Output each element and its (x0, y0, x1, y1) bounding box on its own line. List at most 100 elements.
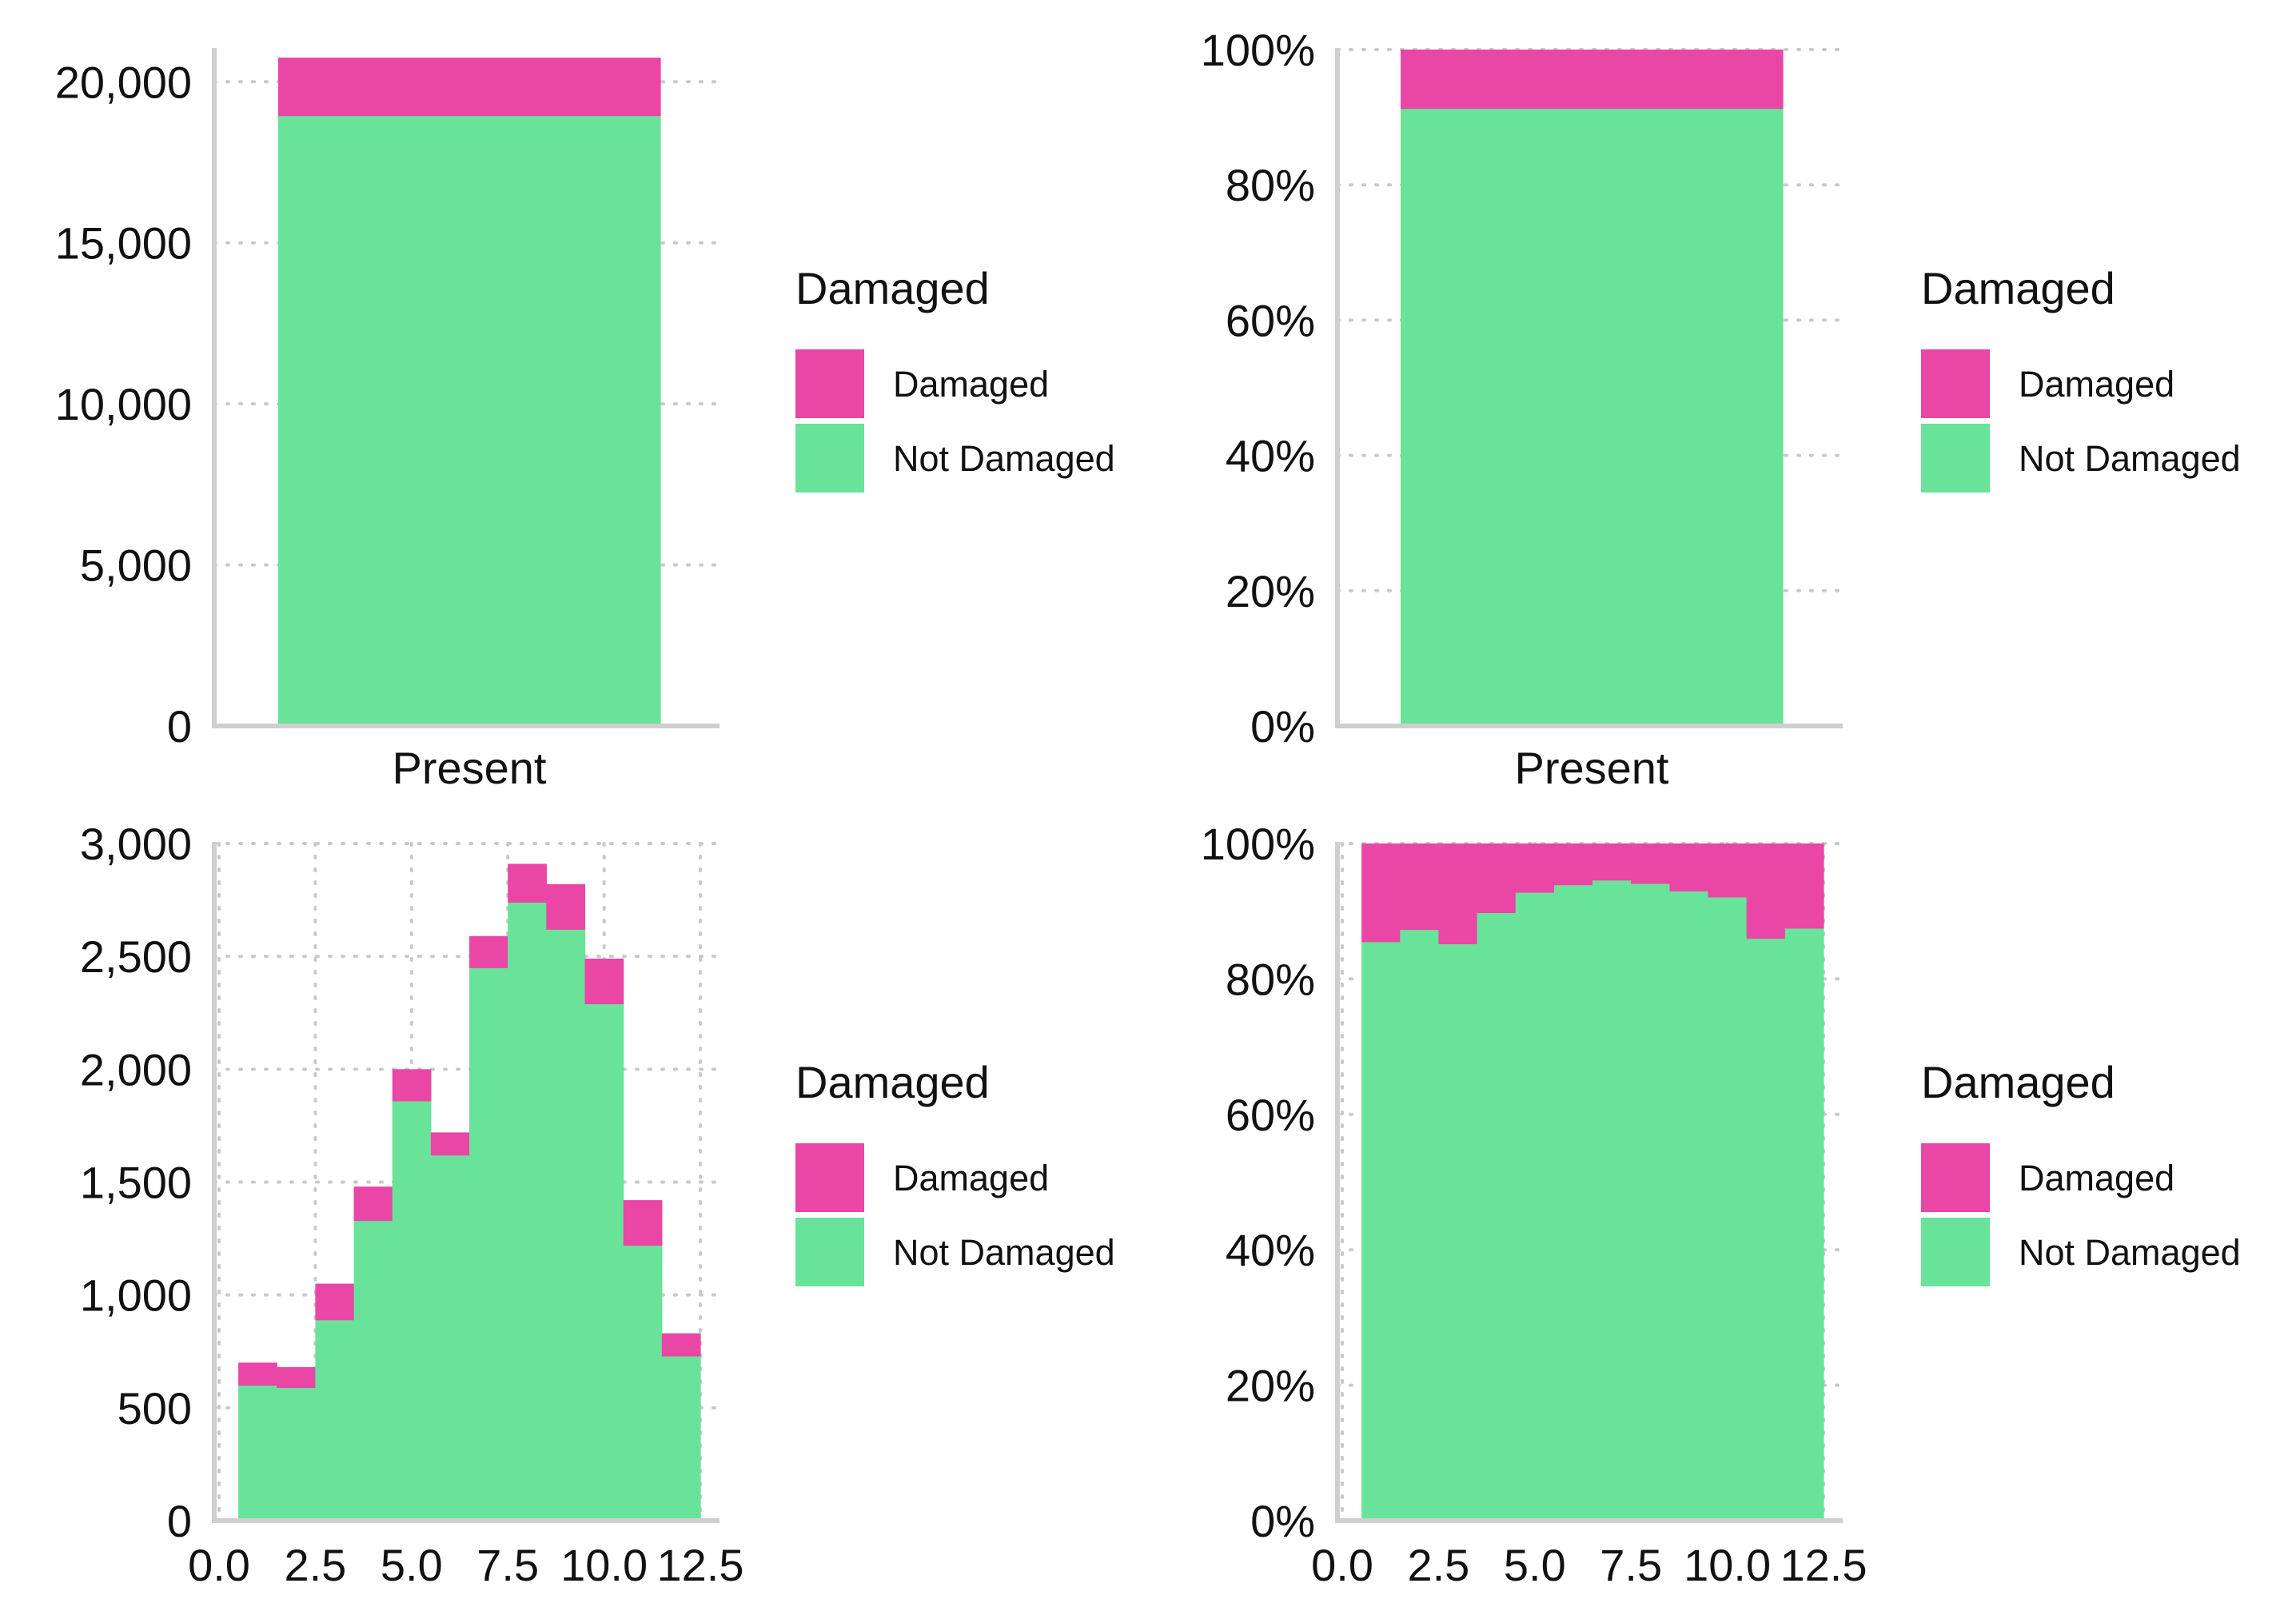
y-tick-label: 15,000 (55, 218, 192, 269)
legend-swatch-not-damaged (1921, 1218, 1990, 1286)
bar-damaged (1438, 843, 1478, 944)
x-tick-label: 12.5 (657, 1540, 744, 1590)
bar-damaged (315, 1283, 355, 1321)
y-tick-label: 0% (1250, 1496, 1315, 1546)
bar-damaged (1631, 843, 1670, 884)
legend-label: Not Damaged (893, 1232, 1115, 1273)
legend: Damaged Damaged Not Damaged (795, 1057, 1115, 1286)
legend-title: Damaged (1921, 1057, 2115, 1107)
bar-damaged (508, 863, 547, 903)
y-tick-label: 0 (167, 701, 192, 752)
bar-damaged (661, 1333, 701, 1357)
bar-not-damaged (1746, 938, 1786, 1521)
x-tick-label: 12.5 (1780, 1540, 1867, 1590)
y-tick-label: 60% (1226, 1090, 1315, 1140)
y-tick-label: 0 (167, 1496, 192, 1546)
bar-damaged (1400, 843, 1439, 931)
bar-not-damaged (1401, 108, 1784, 727)
chart-panel-bottom-left: 0 500 1,000 1,500 2,000 2,500 3,000 0.0 2.5 5.0 7.… (80, 819, 1115, 1590)
bar-not-damaged (277, 1387, 316, 1521)
bar-damaged (469, 935, 508, 968)
x-tick-label: Present (1515, 743, 1669, 793)
y-tick-label: 100% (1201, 819, 1315, 869)
bar-not-damaged (1592, 879, 1632, 1521)
bar-not-damaged (353, 1220, 393, 1521)
bar-damaged (1746, 843, 1786, 939)
legend: Damaged Damaged Not Damaged (1921, 263, 2241, 492)
legend-swatch-not-damaged (1921, 424, 1990, 492)
legend-label: Not Damaged (2019, 1232, 2241, 1273)
y-tick-label: 100% (1201, 25, 1315, 75)
bar-not-damaged (430, 1154, 470, 1521)
bar-not-damaged (1708, 896, 1748, 1521)
bar-damaged (430, 1132, 470, 1156)
bar-damaged (584, 958, 624, 1005)
y-tick-label: 2,000 (80, 1044, 192, 1095)
legend: Damaged Damaged Not Damaged (795, 263, 1115, 492)
legend-title: Damaged (1921, 263, 2115, 313)
x-tick-label: Present (393, 743, 547, 793)
bar-damaged (1553, 843, 1593, 886)
bar-not-damaged (469, 967, 508, 1521)
bar-not-damaged (661, 1355, 701, 1521)
legend-label: Not Damaged (2019, 438, 2241, 479)
x-tick-label: 0.0 (188, 1540, 250, 1590)
y-tick-label: 1,000 (80, 1270, 192, 1321)
x-tick-label: 0.0 (1311, 1540, 1373, 1590)
y-tick-label: 60% (1226, 295, 1315, 345)
bar-not-damaged (1631, 883, 1670, 1521)
x-tick-label: 5.0 (1504, 1540, 1566, 1590)
legend-title: Damaged (795, 263, 990, 313)
y-tick-label: 20,000 (55, 57, 192, 107)
bar-not-damaged (1784, 927, 1824, 1521)
bar-not-damaged (1361, 941, 1401, 1521)
bar-damaged (238, 1362, 277, 1386)
x-tick-label: 10.0 (1684, 1540, 1771, 1590)
legend-swatch-not-damaged (795, 424, 864, 492)
y-tick-label: 10,000 (55, 379, 192, 429)
legend-label: Damaged (2019, 364, 2174, 405)
y-tick-label: 5,000 (80, 540, 192, 591)
legend-swatch-damaged (1921, 349, 1990, 418)
bar-damaged (1361, 843, 1401, 943)
bar-not-damaged (315, 1319, 355, 1521)
bar-not-damaged (1515, 891, 1555, 1521)
legend-swatch-damaged (1921, 1143, 1990, 1212)
y-tick-label: 0% (1250, 701, 1315, 752)
bar-damaged (623, 1200, 663, 1246)
y-tick-label: 40% (1226, 431, 1315, 481)
bar-not-damaged (278, 115, 661, 727)
bar-damaged (1592, 843, 1632, 881)
bar-damaged (546, 883, 586, 930)
bar-damaged (1708, 843, 1748, 898)
chart-panel-top-left: 05,00010,00015,00020,000PresentDamagedDa… (55, 48, 1115, 793)
y-tick-label: 40% (1226, 1225, 1315, 1275)
bar-damaged (353, 1186, 393, 1222)
bar-damaged (1401, 50, 1784, 110)
bar-not-damaged (1553, 884, 1593, 1521)
bar-not-damaged (623, 1245, 663, 1521)
bar-damaged (277, 1367, 316, 1389)
y-tick-label: 20% (1226, 566, 1315, 616)
chart-panel-top-right: 0% 20% 40% 60% 80% 100% Present Damaged Damaged N… (1201, 25, 2241, 793)
x-tick-label: 10.0 (560, 1540, 648, 1590)
legend-label: Damaged (2019, 1158, 2174, 1198)
x-tick-label: 2.5 (1407, 1540, 1469, 1590)
y-tick-label: 80% (1226, 160, 1315, 210)
x-tick-label: 5.0 (381, 1540, 443, 1590)
y-tick-label: 500 (118, 1383, 192, 1434)
legend-label: Damaged (893, 1158, 1049, 1198)
legend-swatch-not-damaged (795, 1218, 864, 1286)
y-tick-label: 2,500 (80, 931, 192, 982)
bar-not-damaged (1400, 929, 1439, 1521)
legend: Damaged Damaged Not Damaged (1921, 1057, 2241, 1286)
legend-swatch-damaged (795, 1143, 864, 1212)
legend-label: Not Damaged (893, 438, 1115, 479)
legend-label: Damaged (893, 364, 1049, 405)
bar-damaged (1669, 843, 1709, 891)
bar-not-damaged (392, 1100, 432, 1521)
legend-swatch-damaged (795, 349, 864, 418)
bar-not-damaged (238, 1385, 277, 1521)
x-tick-label: 7.5 (476, 1540, 539, 1590)
bar-damaged (392, 1069, 432, 1102)
